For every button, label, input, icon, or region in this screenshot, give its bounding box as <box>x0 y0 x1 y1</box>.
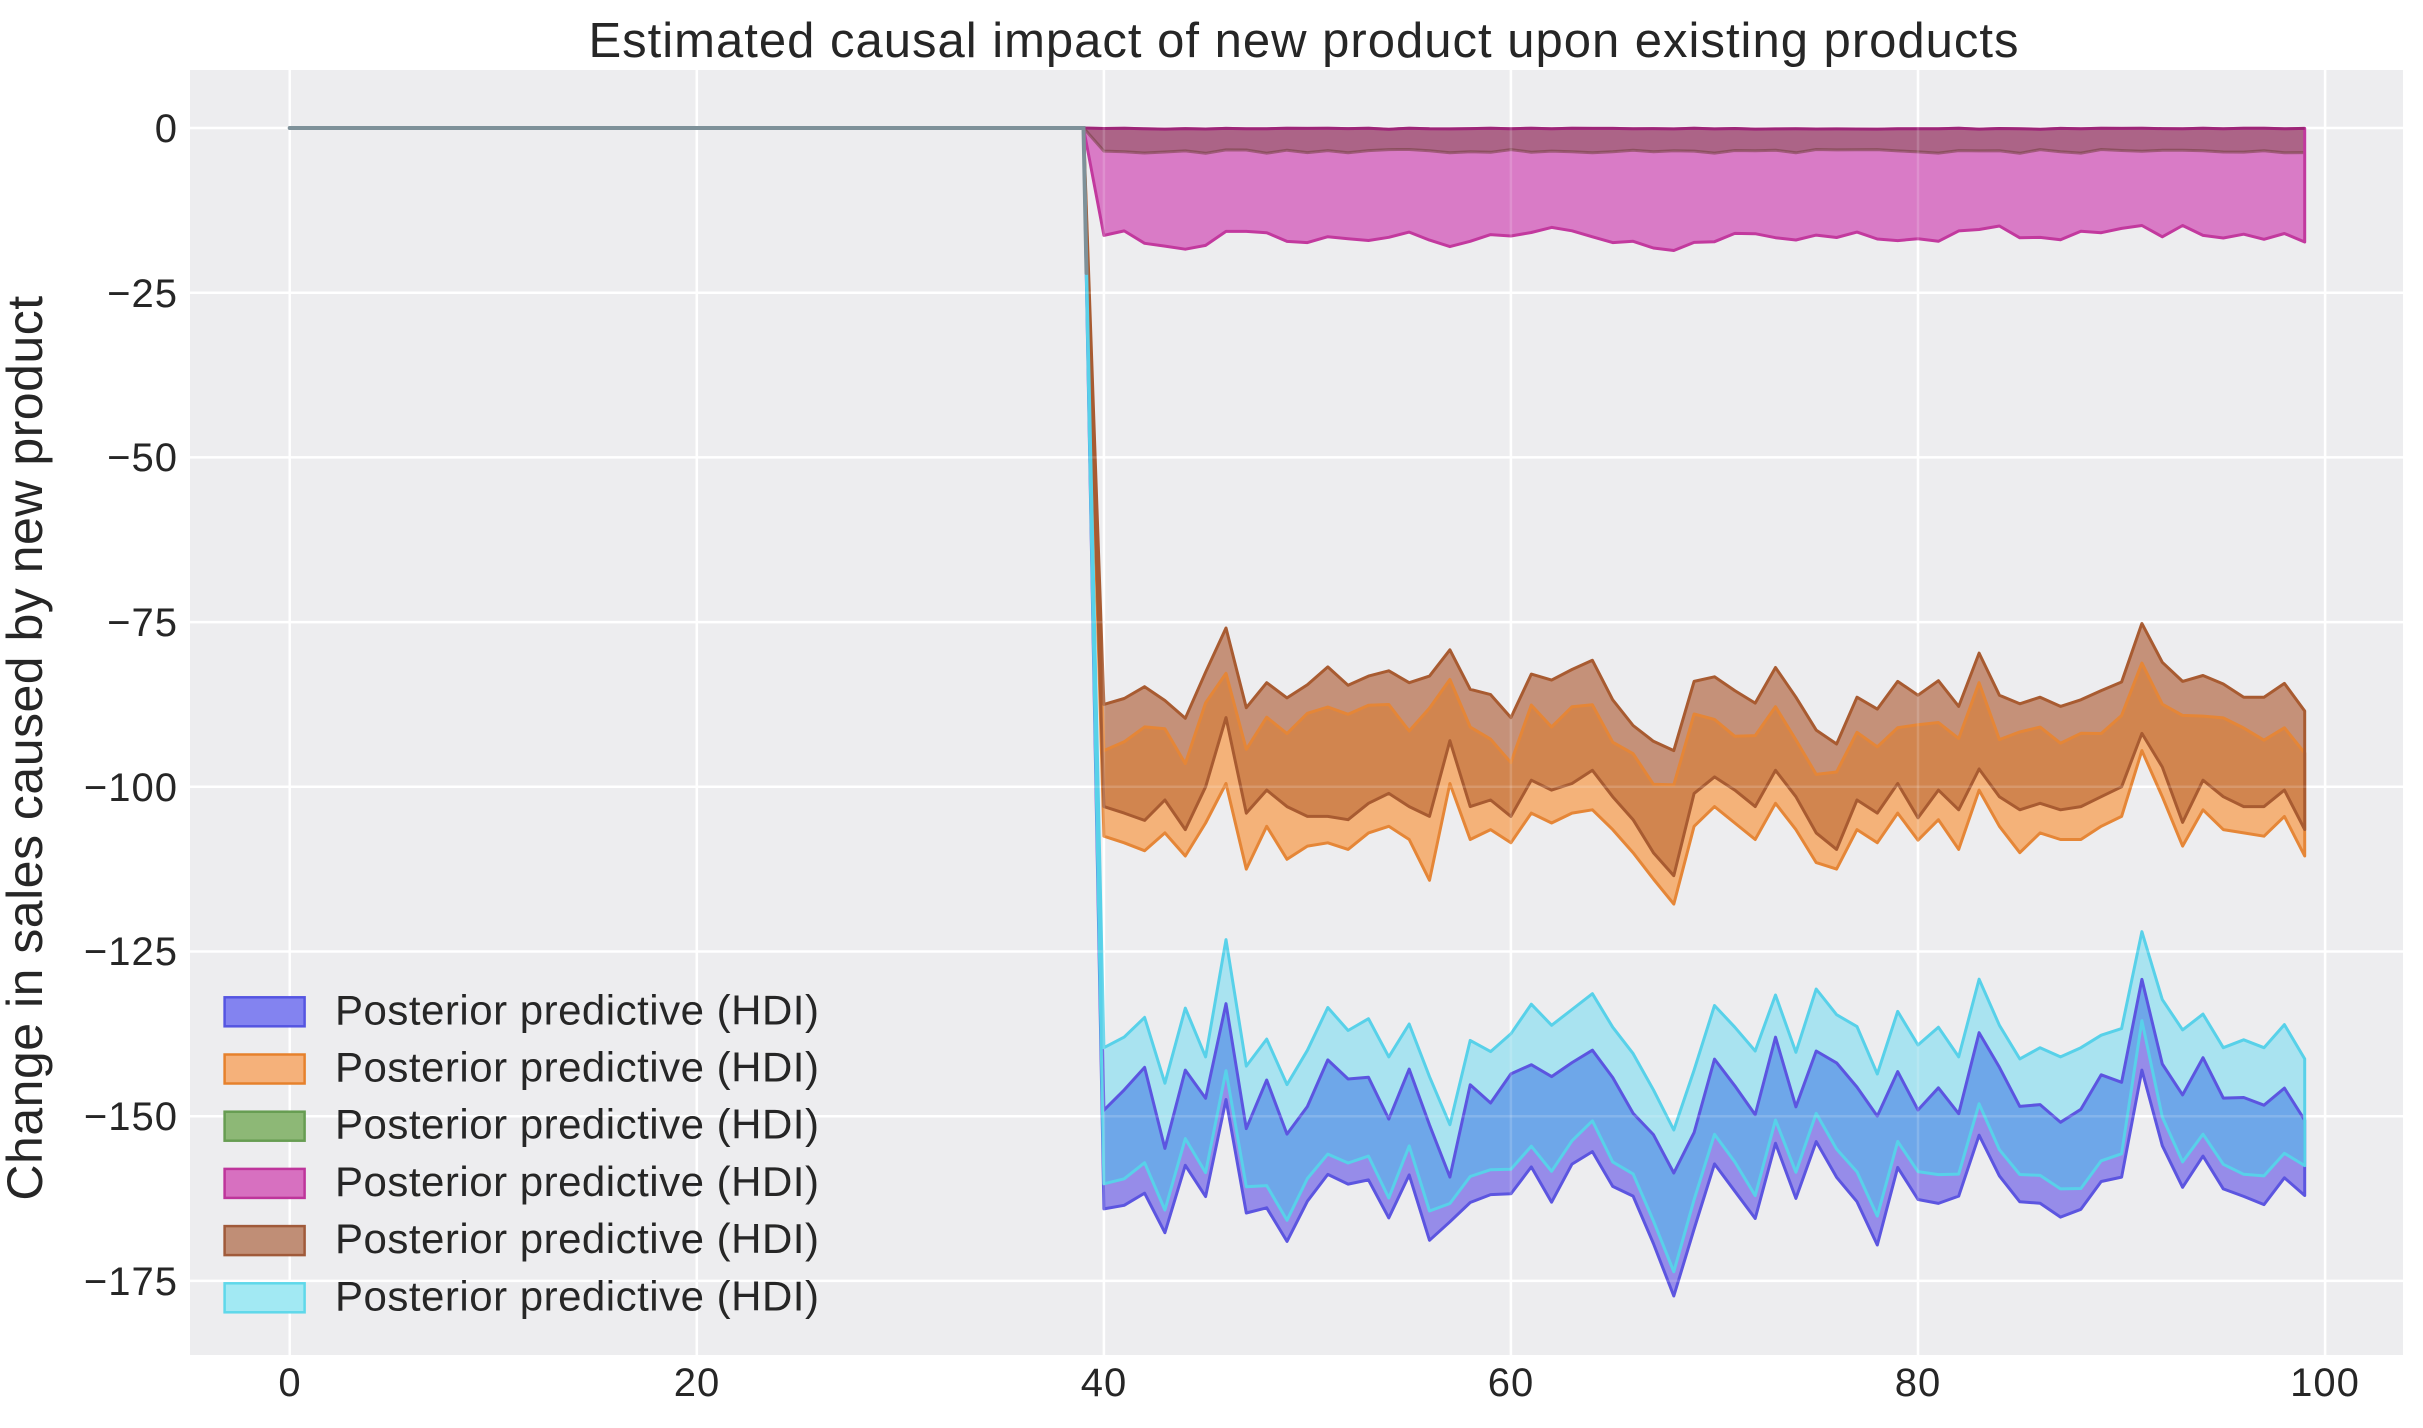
svg-text:−50: −50 <box>107 436 178 480</box>
svg-text:Posterior predictive (HDI): Posterior predictive (HDI) <box>335 986 819 1033</box>
svg-text:80: 80 <box>1895 1361 1942 1405</box>
svg-text:−100: −100 <box>84 766 178 810</box>
svg-text:Posterior predictive (HDI): Posterior predictive (HDI) <box>335 1215 819 1262</box>
svg-text:Estimated causal impact of new: Estimated causal impact of new product u… <box>588 14 2019 68</box>
svg-text:−150: −150 <box>84 1095 178 1139</box>
svg-text:20: 20 <box>674 1361 721 1405</box>
svg-text:Posterior predictive (HDI): Posterior predictive (HDI) <box>335 1044 819 1091</box>
svg-text:Posterior predictive (HDI): Posterior predictive (HDI) <box>335 1101 819 1148</box>
svg-text:Posterior predictive (HDI): Posterior predictive (HDI) <box>335 1158 819 1205</box>
svg-text:60: 60 <box>1488 1361 1535 1405</box>
svg-text:0: 0 <box>155 107 178 151</box>
svg-text:Change in sales caused by new: Change in sales caused by new product <box>0 295 53 1200</box>
svg-text:0: 0 <box>278 1361 301 1405</box>
svg-text:100: 100 <box>2290 1361 2360 1405</box>
svg-text:40: 40 <box>1081 1361 1128 1405</box>
svg-text:−175: −175 <box>84 1260 178 1304</box>
svg-text:Posterior predictive (HDI): Posterior predictive (HDI) <box>335 1272 819 1319</box>
svg-text:−125: −125 <box>84 930 178 974</box>
svg-text:−25: −25 <box>107 272 178 316</box>
svg-text:−75: −75 <box>107 601 178 645</box>
